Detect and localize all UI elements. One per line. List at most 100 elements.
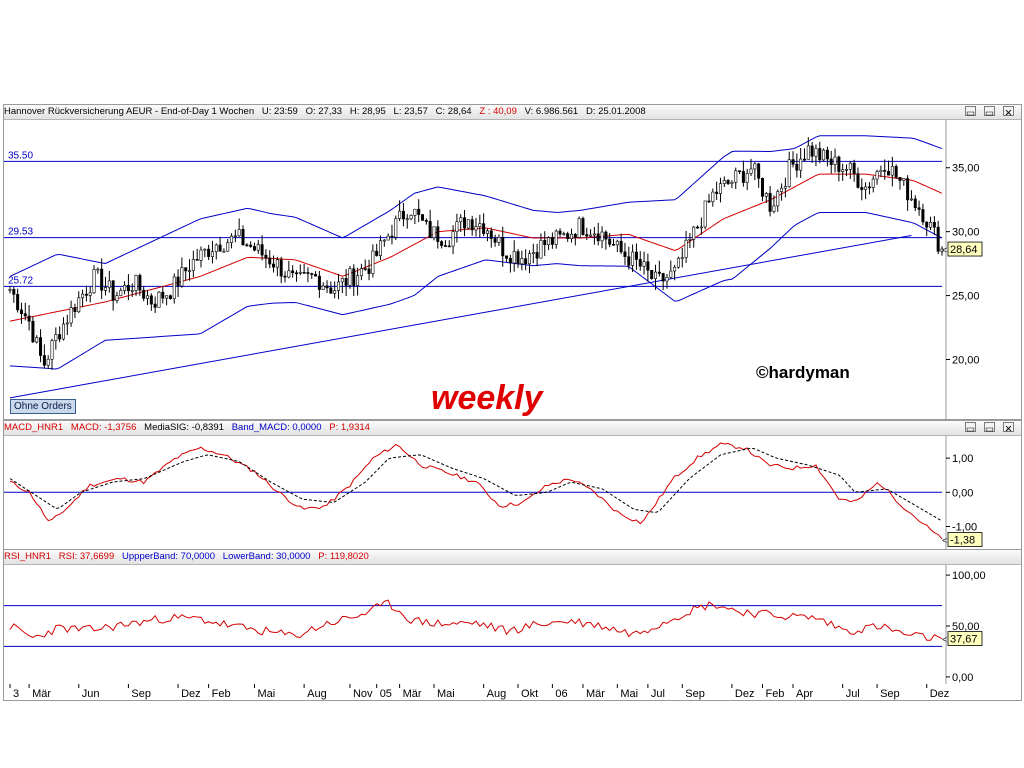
price-bar-body xyxy=(917,207,921,210)
price-bar-body xyxy=(883,169,887,172)
price-bar-body xyxy=(195,259,199,261)
price-bar-body xyxy=(432,226,436,239)
price-bar-body xyxy=(753,163,757,170)
price-bar-body xyxy=(291,270,295,274)
rsi-panel-header: RSI_HNR1 RSI: 37,6699 UppperBand: 70,000… xyxy=(4,550,1021,565)
price-bar-body xyxy=(119,290,123,296)
price-bar-body xyxy=(19,309,23,314)
price-bar-body xyxy=(592,233,596,236)
price-bar-body xyxy=(852,162,856,174)
rsi-chart: 100,00 50,00 0,00 37,67< xyxy=(4,565,986,686)
price-bar-body xyxy=(875,171,879,180)
price-bar-body xyxy=(505,255,509,259)
price-bar-body xyxy=(550,237,554,245)
price-bar-body xyxy=(180,267,184,287)
price-bar-body xyxy=(84,293,88,296)
macd-last-value-text: -1,38 xyxy=(950,534,975,546)
price-bar-body xyxy=(333,290,337,294)
x-tick-label: Jun xyxy=(82,688,100,700)
price-last-value-pointer: < xyxy=(942,245,947,255)
price-bar-body xyxy=(909,198,913,201)
x-tick-label: Mai xyxy=(437,688,455,700)
price-bar-body xyxy=(703,200,707,228)
price-bar-body xyxy=(417,208,421,215)
price-bar-body xyxy=(508,258,512,264)
rsi-name: RSI_HNR1 xyxy=(4,551,51,562)
x-tick-label: Mai xyxy=(257,688,275,700)
price-bar-body xyxy=(256,244,260,251)
maximize-button[interactable]: ▭ xyxy=(984,422,995,435)
level-label: 35.50 xyxy=(8,150,33,161)
price-bar-body xyxy=(657,271,661,274)
level-label: 25.72 xyxy=(8,275,33,286)
price-bar-body xyxy=(913,198,917,209)
time-axis-labels: 3 Mär Jun Sep Dez Feb Mai Aug Nov 05 Mär Mai Aug Okt 0… xyxy=(9,684,949,700)
price-bar-body xyxy=(340,277,344,283)
macd-tick-label: 0,00 xyxy=(952,487,973,499)
price-panel: Hannover Rückversicherung AEUR - End-of-… xyxy=(3,104,1022,421)
price-bar-body xyxy=(894,166,898,178)
rsi-last-value-box xyxy=(947,631,983,646)
price-bar-body xyxy=(371,250,375,274)
price-bar-body xyxy=(745,173,749,183)
price-bar-body xyxy=(325,285,329,289)
x-tick-label: Feb xyxy=(212,688,231,700)
ohne-orders-button[interactable]: Ohne Orders xyxy=(10,399,76,414)
price-bar-body xyxy=(631,251,635,266)
price-bar-body xyxy=(39,337,43,356)
price-bar-body xyxy=(497,237,501,243)
price-bar-body xyxy=(802,158,806,161)
price-bar-body xyxy=(275,259,279,268)
bollinger-upper xyxy=(9,135,943,277)
price-bar-body xyxy=(581,218,585,235)
close-button[interactable]: ✕ xyxy=(1003,106,1014,119)
price-bar-body xyxy=(191,259,195,271)
price-bar-body xyxy=(768,193,772,212)
price-bar-body xyxy=(302,272,306,274)
price-bar-body xyxy=(401,210,405,220)
price-bar-body xyxy=(77,297,81,313)
price-bar-body xyxy=(61,323,65,340)
price-bar-body xyxy=(249,244,253,247)
price-bar-body xyxy=(738,170,742,173)
price-bar-body xyxy=(272,263,276,268)
price-bar-body xyxy=(860,187,864,190)
price-bar-body xyxy=(50,340,54,360)
price-bar-body xyxy=(760,178,764,197)
price-bar-body xyxy=(146,295,150,299)
price-bar-body xyxy=(573,233,577,238)
maximize-button[interactable]: ▭ xyxy=(984,106,995,119)
macd-p: P: 1,9314 xyxy=(329,422,370,433)
price-bar-body xyxy=(661,273,665,282)
price-bar-body xyxy=(394,218,398,238)
price-bar-body xyxy=(615,240,619,246)
price-bar-body xyxy=(787,159,791,187)
price-bar-body xyxy=(531,252,535,254)
price-tick-label: 30,00 xyxy=(952,227,980,239)
price-bar-body xyxy=(867,186,871,189)
price-bar-body xyxy=(795,163,799,171)
close-button[interactable]: ✕ xyxy=(1003,422,1014,435)
price-bar-body xyxy=(783,186,787,189)
price-bar-body xyxy=(741,171,745,183)
price-bar-body xyxy=(482,223,486,234)
price-bar-body xyxy=(871,178,875,188)
price-bar-body xyxy=(463,217,467,229)
minimize-button[interactable]: ▭ xyxy=(965,106,976,119)
price-bar-body xyxy=(799,158,803,171)
macd-tick-label: -1,00 xyxy=(952,521,977,533)
price-bar-body xyxy=(676,257,680,268)
price-bar-body xyxy=(398,210,402,219)
price-bar-body xyxy=(921,209,925,223)
minimize-button[interactable]: ▭ xyxy=(965,422,976,435)
price-bar-body xyxy=(596,233,600,242)
price-bar-body xyxy=(535,252,539,259)
price-bar-body xyxy=(925,221,929,228)
price-bar-body xyxy=(451,231,455,247)
price-bar-body xyxy=(841,169,845,172)
price-tick-label: 20,00 xyxy=(952,354,980,366)
price-update-time: U: 23:59 xyxy=(261,106,298,117)
macd-tick-label: 1,00 xyxy=(952,453,973,465)
price-bar-body xyxy=(726,180,730,184)
price-bar-body xyxy=(424,220,428,222)
